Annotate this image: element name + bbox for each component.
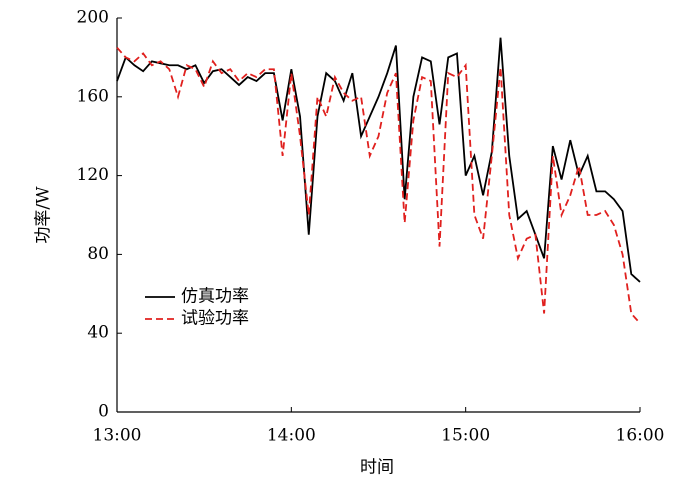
x-axis-label: 时间: [360, 458, 394, 478]
legend-label: 试验功率: [181, 309, 249, 329]
x-tick-label: 16:00: [616, 426, 665, 446]
y-tick-label: 160: [77, 86, 109, 106]
series-line: [116, 37, 641, 283]
legend-label: 仿真功率: [181, 287, 249, 307]
x-tick-label: 15:00: [441, 426, 490, 446]
y-tick-label: 80: [87, 244, 109, 264]
x-tick-label: 14:00: [267, 426, 316, 446]
y-tick-label: 40: [87, 323, 109, 343]
y-tick-label: 120: [77, 165, 109, 185]
y-tick-label: 0: [98, 402, 109, 422]
y-axis-label: 功率/W: [34, 186, 54, 244]
series-line: [116, 46, 641, 324]
x-tick-label: 13:00: [93, 426, 142, 446]
y-tick-label: 200: [77, 8, 109, 28]
